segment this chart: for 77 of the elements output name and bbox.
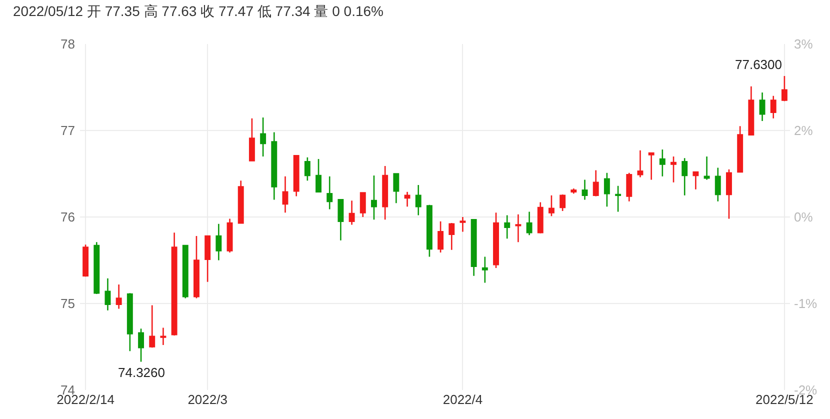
candlestick — [94, 241, 100, 295]
candlestick — [415, 184, 422, 216]
candlestick — [304, 156, 310, 182]
x-tick-label: 2022/4 — [442, 392, 483, 407]
candlestick — [448, 222, 455, 251]
candlestick — [748, 86, 754, 136]
candlestick — [248, 118, 255, 162]
candlestick — [138, 328, 144, 362]
candlestick — [659, 148, 666, 177]
candlestick — [404, 191, 410, 208]
candlestick — [382, 165, 388, 220]
candlestick — [216, 223, 222, 261]
candlestick — [615, 185, 622, 212]
candlestick — [570, 188, 577, 194]
candlestick — [293, 154, 300, 197]
candlestick — [704, 156, 710, 180]
candlestick — [604, 172, 610, 208]
candlestick — [160, 327, 166, 346]
x-tick-label: 2022/3 — [188, 392, 228, 407]
candlestick — [371, 174, 377, 220]
candlestick — [482, 256, 488, 284]
y-tick-label: 76 — [60, 210, 75, 225]
y2-tick-label: 3% — [794, 36, 814, 52]
candlestick — [548, 194, 554, 217]
candlestick — [737, 126, 744, 173]
y2-tick-label: -1% — [794, 296, 818, 312]
candlestick — [171, 232, 178, 336]
candlestick — [504, 214, 510, 240]
candlestick — [460, 216, 466, 232]
candlestick — [637, 150, 644, 178]
candlestick — [126, 292, 133, 352]
candlestick — [426, 204, 432, 258]
candlestick — [194, 235, 200, 299]
candlestick — [781, 75, 788, 102]
candlestick — [537, 202, 544, 234]
candlestick — [770, 95, 776, 120]
candlestick — [326, 176, 333, 210]
y-tick-label: 77 — [60, 123, 75, 138]
candlestick — [149, 304, 156, 348]
candlestick — [592, 170, 599, 197]
y2-tick-label: 0% — [794, 210, 814, 225]
candlestick — [393, 173, 400, 204]
candlestick — [515, 214, 522, 243]
y-tick-label: 78 — [60, 36, 75, 52]
candlestick — [470, 218, 477, 276]
candlestick — [182, 244, 188, 299]
candlestick — [348, 200, 355, 226]
candlestick — [82, 244, 89, 278]
candlestick — [226, 218, 233, 254]
candlestick — [626, 172, 632, 202]
candlestick — [670, 156, 676, 184]
annotation: 74.3260 — [118, 365, 165, 380]
candlestick — [526, 211, 532, 236]
y-tick-label: 75 — [60, 296, 75, 312]
chart-title: 2022/05/12 开 77.35 高 77.63 收 77.47 低 77.34 量 0 0.16% — [13, 2, 384, 19]
candlestick — [316, 158, 322, 193]
candlestick — [648, 152, 654, 180]
annotation: 77.6300 — [735, 57, 782, 72]
candlestick — [493, 212, 499, 269]
candlestick — [338, 199, 344, 241]
candlestick — [682, 158, 688, 196]
candlestick — [260, 116, 266, 158]
candlestick — [560, 194, 566, 212]
candlestick — [360, 192, 366, 218]
candlestick — [759, 92, 766, 122]
candlestick — [582, 179, 588, 200]
candlestick — [692, 171, 699, 190]
candlestick — [282, 176, 288, 214]
candlestick — [204, 235, 211, 283]
candlestick — [714, 167, 721, 202]
candlestick — [726, 168, 732, 220]
candlestick — [116, 284, 122, 310]
y2-tick-label: 2% — [794, 123, 814, 138]
candlestick — [104, 278, 111, 312]
candlestick — [271, 132, 278, 200]
candlestick — [238, 180, 244, 224]
candlestick — [438, 220, 444, 254]
